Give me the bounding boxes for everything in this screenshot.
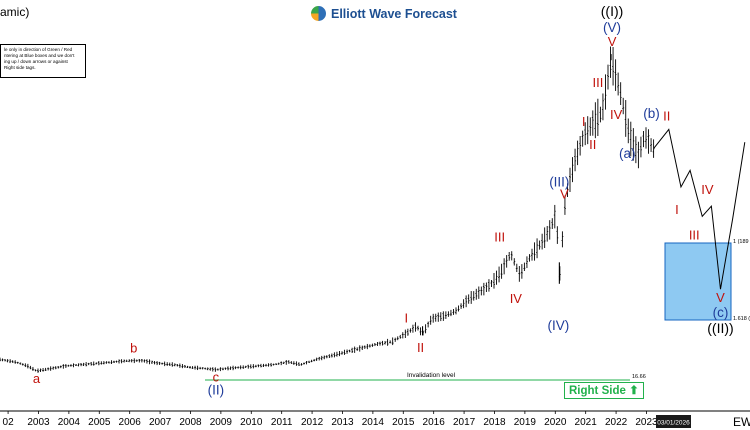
x-tick-label: 2012 xyxy=(301,417,324,428)
x-tick-label: 2015 xyxy=(392,417,415,428)
box-bottom-label: 1.618 ( xyxy=(733,316,750,322)
wave-label: III xyxy=(592,75,603,90)
right-side-label: Right Side xyxy=(569,385,626,397)
x-tick-label: 2004 xyxy=(58,417,81,428)
wave-label: (a) xyxy=(619,146,636,161)
wave-label: V xyxy=(716,290,725,305)
date-label-box xyxy=(656,415,691,428)
wave-label: V xyxy=(560,187,569,202)
note-line: Right side tags. xyxy=(4,65,36,70)
x-tick-label: 2022 xyxy=(605,417,628,428)
wave-label: IV xyxy=(510,291,523,306)
brand-logo: Elliott Wave Forecast xyxy=(311,6,457,21)
x-tick-label: 2023 xyxy=(635,417,658,428)
wave-label: I xyxy=(675,202,679,217)
wave-label: (III) xyxy=(549,175,569,190)
wave-label: (b) xyxy=(643,106,660,121)
wave-label: ((I)) xyxy=(601,3,624,19)
x-tick-label: 2017 xyxy=(453,417,476,428)
x-tick-label: 2006 xyxy=(119,417,142,428)
x-tick-label: 2019 xyxy=(514,417,537,428)
trading-note-box: le only in direction of Green / Red nter… xyxy=(0,44,86,78)
corner-text: EW xyxy=(733,415,750,429)
x-tick-label: 2008 xyxy=(179,417,202,428)
wave-label: ((II)) xyxy=(707,320,733,336)
wave-label: (II) xyxy=(208,383,225,398)
x-tick-label: 2016 xyxy=(423,417,446,428)
x-tick-label: 2011 xyxy=(271,417,293,428)
wave-label: b xyxy=(130,341,137,356)
wave-label: (IV) xyxy=(547,318,569,333)
wave-label: II xyxy=(589,137,596,152)
x-tick-label: 2005 xyxy=(88,417,111,428)
x-tick-label: 2007 xyxy=(149,417,172,428)
right-side-tag: Right Side ⬆ xyxy=(564,382,644,399)
x-tick-label: 02 xyxy=(3,417,15,428)
wave-label: IV xyxy=(610,107,623,122)
x-tick-label: 2010 xyxy=(240,417,263,428)
note-line: ntering at Blue boxes and we don't xyxy=(4,53,75,58)
note-line: le only in direction of Green / Red xyxy=(4,47,73,52)
wave-label: IV xyxy=(701,182,714,197)
wave-label: I xyxy=(405,311,409,326)
invalidation-label: Invalidation level xyxy=(407,372,456,379)
x-tick-label: 2009 xyxy=(210,417,233,428)
wave-label: II xyxy=(663,108,670,123)
x-tick-label: 2018 xyxy=(483,417,506,428)
wave-label: III xyxy=(689,227,700,242)
wave-label: I xyxy=(582,114,586,129)
x-tick-label: 2014 xyxy=(362,417,385,428)
arrow-up-icon: ⬆ xyxy=(629,385,639,397)
wave-label: a xyxy=(33,371,41,386)
x-tick-label: 2020 xyxy=(544,417,567,428)
logo-text: Elliott Wave Forecast xyxy=(331,6,457,21)
invalidation-value: 16.66 xyxy=(632,374,646,380)
date-label: 03/01/2026 xyxy=(657,420,690,427)
x-tick-label: 2021 xyxy=(575,417,598,428)
projection-path xyxy=(653,128,746,290)
wave-label: II xyxy=(417,340,424,355)
x-tick-label: 2003 xyxy=(27,417,50,428)
wave-label: c xyxy=(213,370,220,385)
x-tick-label: 2013 xyxy=(331,417,354,428)
wave-label: (V) xyxy=(603,20,621,35)
wave-label: (c) xyxy=(713,305,729,320)
logo-icon xyxy=(311,6,326,21)
box-top-label: 1 (189 xyxy=(733,239,749,245)
wave-label: III xyxy=(494,229,505,244)
note-line: ing up / down arrows or against xyxy=(4,59,68,64)
wave-label: V xyxy=(608,34,617,49)
chart-title-fragment: amic) xyxy=(0,5,30,19)
